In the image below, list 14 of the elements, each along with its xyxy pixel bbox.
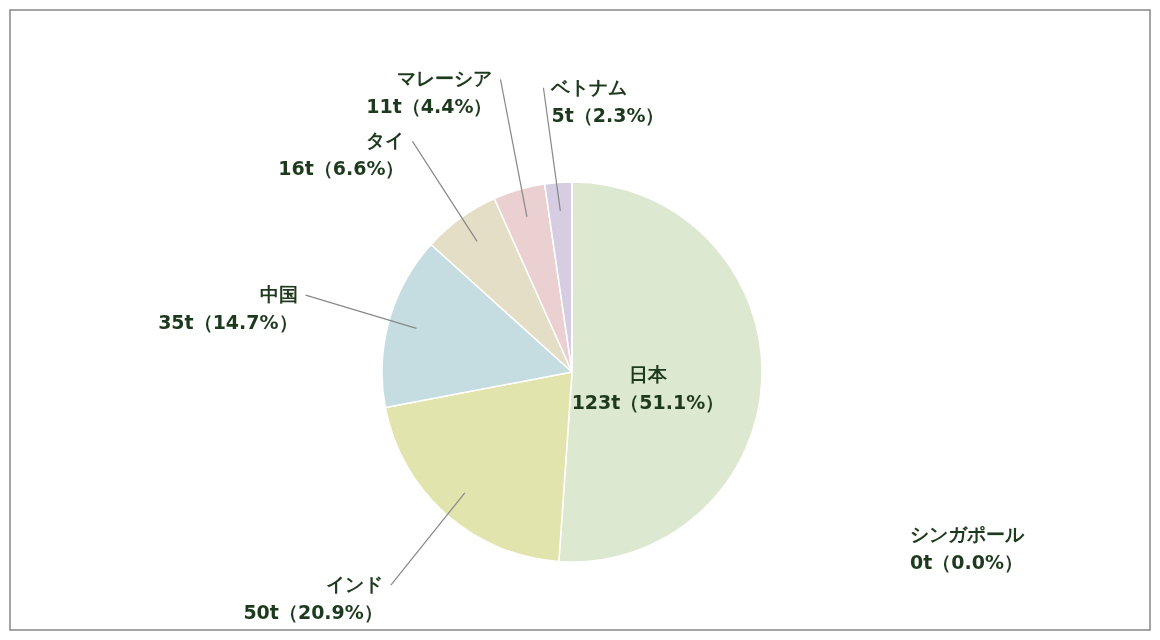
slice-label: マレーシア [397, 67, 493, 90]
data-label: 16t（6.6%） [278, 157, 405, 180]
slice-label: 日本 [628, 362, 668, 385]
category-label: シンガポール [910, 523, 1024, 545]
text: 0t（0.0%） [910, 551, 1023, 573]
slice-label: タイ [366, 129, 405, 152]
data-label: 123t（51.1%） [571, 390, 725, 413]
data-label: 5t（2.3%） [551, 103, 665, 126]
data-label: 50t（20.9%） [243, 601, 383, 624]
data-label: 35t（14.7%） [158, 311, 298, 334]
slice-label: ベトナム [550, 75, 628, 98]
slice-label: 中国 [259, 283, 298, 306]
data-label: 11t（4.4%） [366, 95, 493, 118]
slice-label: インド [325, 573, 383, 596]
